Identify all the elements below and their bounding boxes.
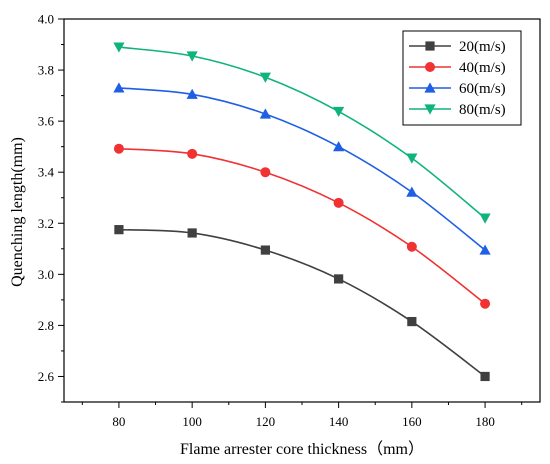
series-1: [114, 225, 490, 382]
legend-label: 80(m/s): [459, 102, 506, 118]
legend: 20(m/s) 40(m/s) 60(m/s) 80(m/s): [402, 30, 522, 126]
x-tick-label: 180: [475, 414, 495, 429]
legend-marker: [424, 104, 436, 115]
axis-ticks: 80 100 120 140 160 180 2.6 2.8 3.0 3.2 3.4 3.6 3.8 4.…: [38, 12, 523, 429]
data-point: [480, 298, 491, 309]
data-point: [187, 228, 197, 238]
y-tick-label: 3.2: [38, 216, 54, 231]
series-line: [118, 46, 486, 219]
data-point: [479, 213, 491, 224]
legend-entry: 20(m/s): [409, 39, 506, 55]
data-point: [479, 244, 491, 255]
data-point: [406, 241, 417, 252]
series-4: [113, 42, 491, 224]
legend-marker: [425, 41, 435, 51]
data-point: [259, 108, 271, 119]
data-point: [333, 197, 344, 208]
data-point: [260, 245, 270, 255]
data-point: [260, 167, 271, 178]
legend-label: 20(m/s): [459, 39, 506, 55]
data-point: [406, 153, 418, 164]
data-point: [186, 51, 198, 62]
data-point: [407, 316, 417, 327]
data-point: [113, 143, 124, 154]
series-line: [118, 87, 486, 251]
x-tick-label: 160: [402, 414, 422, 429]
y-tick-label: 4.0: [38, 12, 54, 27]
data-point: [113, 42, 125, 53]
series-3: [113, 82, 491, 255]
series-2: [113, 143, 491, 309]
data-point: [259, 72, 271, 83]
x-tick-label: 140: [329, 414, 349, 429]
x-tick-label: 80: [112, 414, 125, 429]
legend-entry: 40(m/s): [409, 60, 506, 76]
data-point: [406, 186, 418, 197]
data-point: [114, 225, 124, 235]
data-point: [186, 88, 198, 99]
x-tick-label: 120: [256, 414, 276, 429]
series-line: [118, 228, 486, 378]
legend-entry: 80(m/s): [409, 102, 506, 118]
x-tick-label: 100: [182, 414, 202, 429]
y-tick-label: 3.8: [38, 63, 54, 78]
legend-marker: [425, 62, 435, 72]
data-point: [480, 371, 490, 382]
legend-label: 60(m/s): [459, 81, 506, 97]
y-tick-label: 3.6: [38, 114, 55, 129]
data-point: [333, 141, 345, 152]
y-tick-label: 3.4: [38, 165, 55, 180]
legend-marker: [424, 82, 436, 93]
legend-label: 40(m/s): [459, 60, 506, 76]
y-tick-label: 3.0: [38, 267, 54, 282]
y-tick-label: 2.6: [38, 369, 55, 384]
data-point: [187, 148, 198, 159]
y-axis-title: Quenching length(mm): [9, 137, 26, 287]
x-axis-title: Flame arrester core thickness（mm）: [180, 440, 424, 458]
data-point: [334, 274, 344, 284]
data-point: [113, 82, 125, 93]
series-layer: [113, 42, 491, 382]
legend-entry: 60(m/s): [409, 81, 506, 97]
y-tick-label: 2.8: [38, 318, 54, 333]
data-point: [333, 106, 345, 118]
